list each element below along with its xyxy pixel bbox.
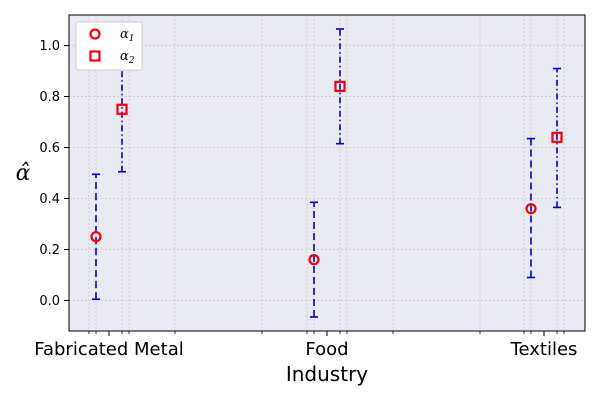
y-tick-label: 0.0 — [39, 294, 60, 309]
legend-marker-square — [89, 50, 101, 62]
data-point-square — [551, 131, 563, 143]
data-point-circle — [308, 254, 320, 266]
y-tick-label: 0.4 — [39, 192, 60, 207]
x-tick-label: Food — [305, 339, 348, 360]
y-tick-label: 0.6 — [39, 141, 60, 156]
plot-area — [68, 14, 586, 332]
legend-marker-circle — [89, 28, 101, 40]
y-tick-label: 1.0 — [39, 39, 60, 54]
y-tick-label: 0.2 — [39, 243, 60, 258]
y-axis-ticks: 0.0 0.2 0.4 0.6 0.8 1.0 — [39, 39, 69, 309]
y-tick-label: 0.8 — [39, 90, 60, 105]
x-tick-label: Fabricated Metal — [34, 339, 183, 360]
data-point-square — [116, 103, 128, 115]
x-axis-ticks: Fabricated Metal Food Textiles — [34, 331, 577, 360]
plot-frame — [68, 14, 586, 332]
data-point-circle — [90, 231, 102, 243]
data-point-circle — [525, 203, 537, 215]
y-axis-title: α̂ — [16, 161, 31, 186]
x-tick-label: Textiles — [510, 339, 578, 360]
x-axis-title: Industry — [286, 362, 368, 386]
data-point-square — [334, 80, 346, 92]
legend-box — [75, 21, 143, 71]
